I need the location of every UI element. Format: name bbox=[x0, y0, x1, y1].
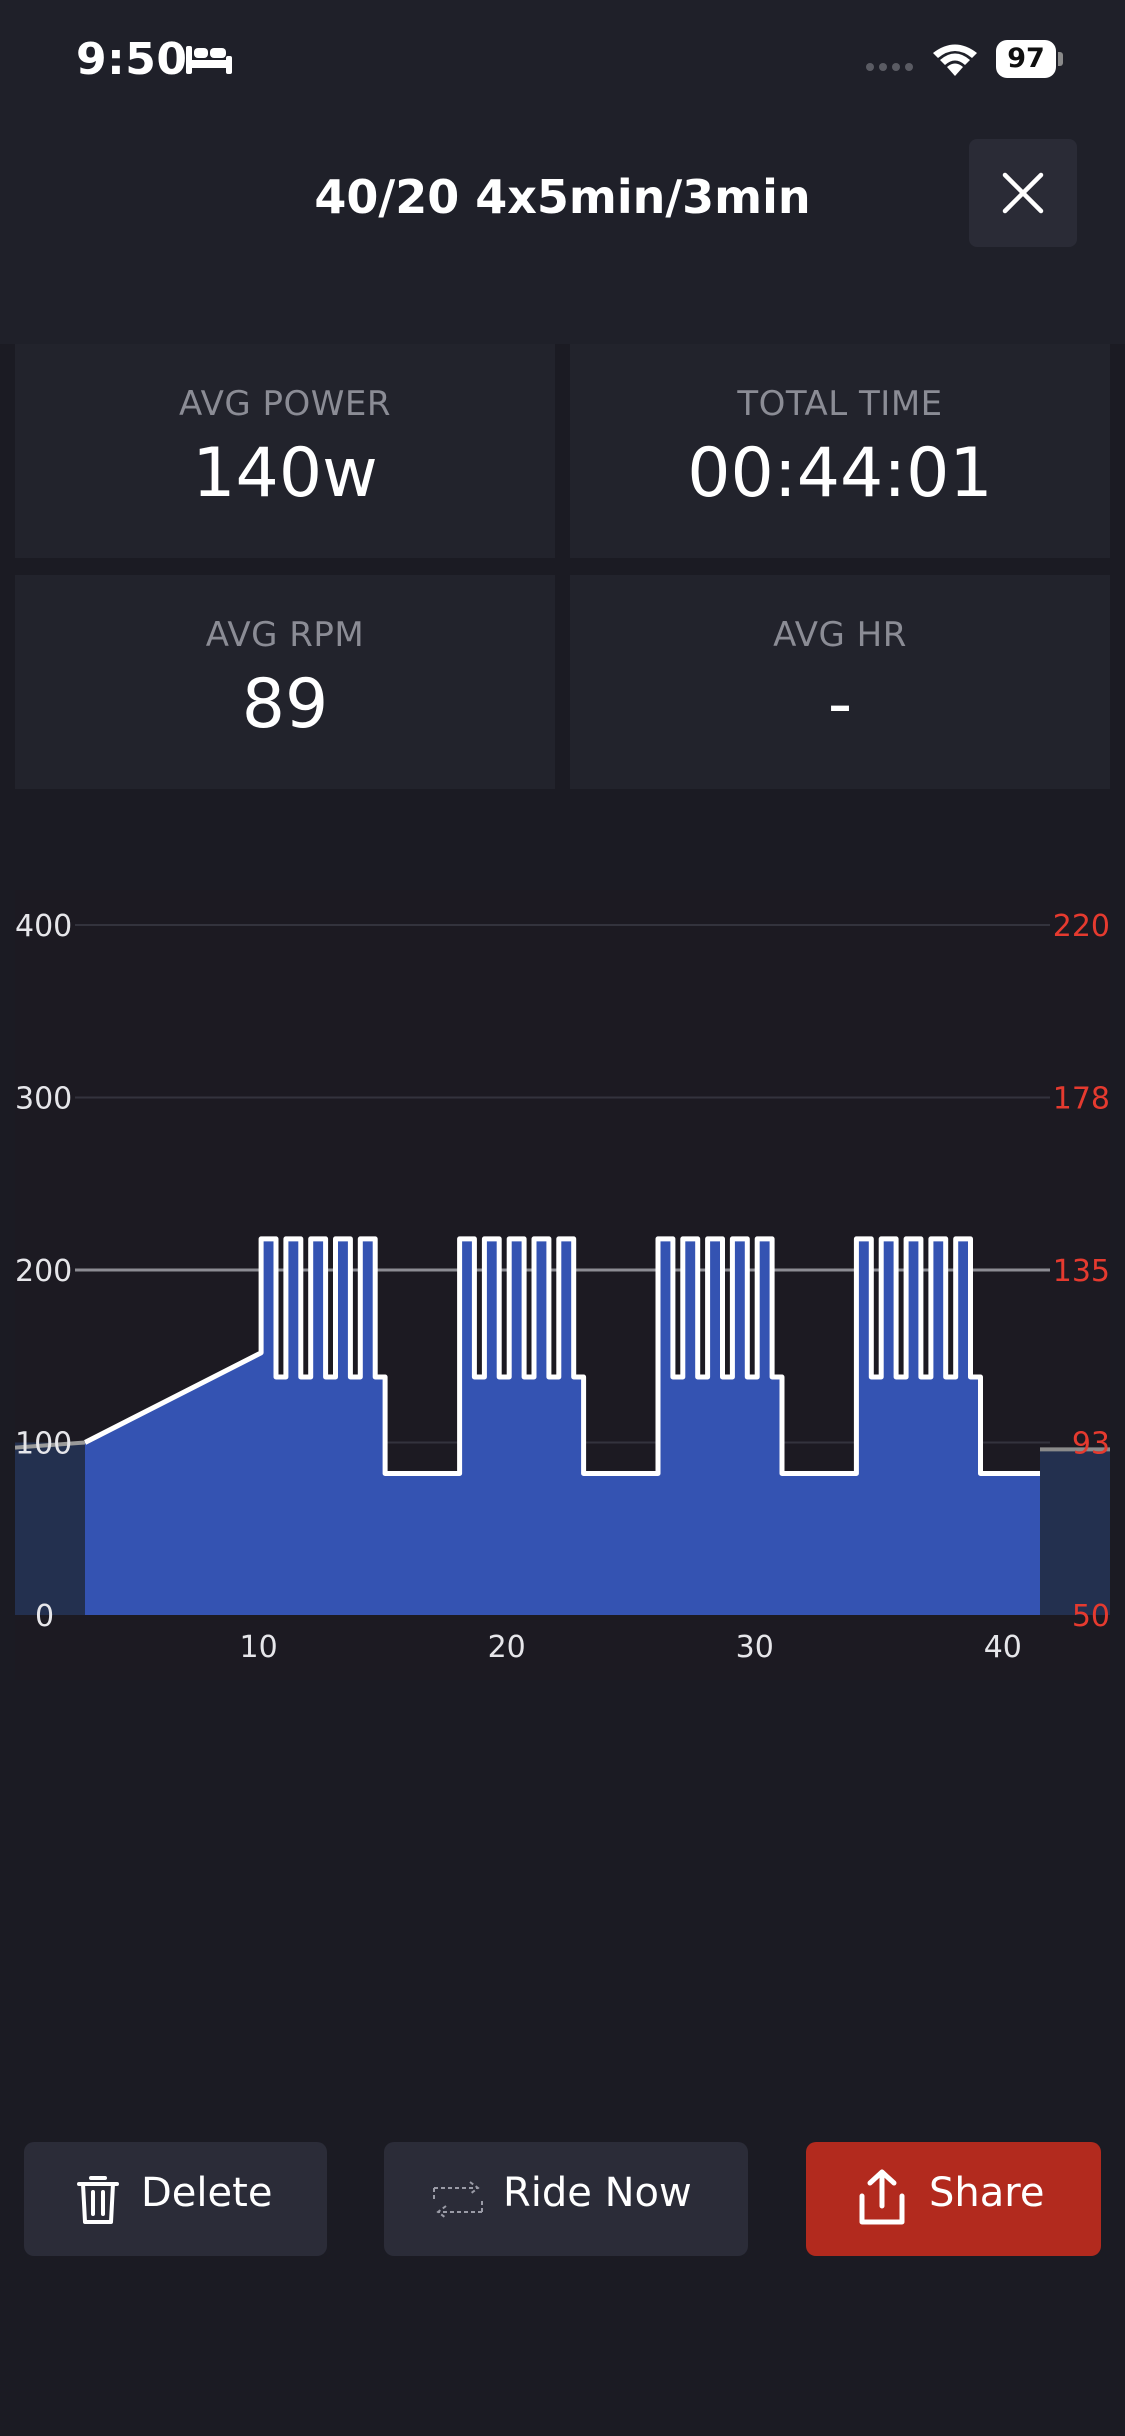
hr-tick-label: 220 bbox=[1053, 909, 1110, 944]
ride-now-label: Ride Now bbox=[503, 2170, 692, 2216]
repeat-icon bbox=[433, 2181, 483, 2219]
stat-card-avg-power: AVG POWER 140w bbox=[15, 344, 555, 558]
power-chart-svg: 0 100 200 300 400 50 93 135 178 220 10 20 30 40 bbox=[15, 890, 1110, 1680]
stat-value: 89 bbox=[241, 665, 329, 744]
close-button[interactable] bbox=[969, 139, 1077, 247]
stat-label: AVG HR bbox=[773, 615, 907, 655]
sleep-focus-icon bbox=[186, 46, 232, 74]
y-tick-label: 400 bbox=[15, 909, 72, 944]
stat-value: - bbox=[827, 665, 853, 744]
hr-tick-label: 50 bbox=[1072, 1599, 1110, 1634]
delete-button[interactable]: Delete bbox=[24, 2142, 327, 2256]
delete-label: Delete bbox=[141, 2170, 273, 2216]
battery-indicator: 97 bbox=[996, 40, 1064, 78]
y-tick-label: 100 bbox=[15, 1427, 72, 1462]
stat-value: 00:44:01 bbox=[687, 434, 993, 513]
share-label: Share bbox=[929, 2170, 1045, 2216]
status-bar: 9:50 97 bbox=[0, 0, 1125, 130]
stat-label: AVG POWER bbox=[179, 384, 391, 424]
share-icon bbox=[859, 2169, 905, 2225]
pre-ride-line bbox=[15, 1440, 86, 1450]
x-tick-label: 20 bbox=[488, 1630, 526, 1665]
post-ride-area bbox=[1040, 1449, 1110, 1615]
stat-value: 140w bbox=[192, 434, 378, 513]
stat-label: AVG RPM bbox=[205, 615, 365, 655]
share-button[interactable]: Share bbox=[806, 2142, 1101, 2256]
stat-card-total-time: TOTAL TIME 00:44:01 bbox=[570, 344, 1110, 558]
hr-tick-label: 135 bbox=[1053, 1254, 1110, 1289]
battery-tip bbox=[1058, 52, 1063, 66]
trash-icon bbox=[77, 2176, 119, 2224]
close-icon bbox=[1002, 172, 1044, 214]
power-line bbox=[83, 1236, 1040, 1476]
status-time: 9:50 bbox=[76, 34, 188, 85]
stat-card-avg-hr: AVG HR - bbox=[570, 575, 1110, 789]
x-tick-label: 30 bbox=[736, 1630, 774, 1665]
y-tick-label: 300 bbox=[15, 1082, 72, 1117]
power-chart: 0 100 200 300 400 50 93 135 178 220 10 20 30 40 bbox=[15, 890, 1110, 1680]
wifi-icon bbox=[933, 44, 977, 76]
battery-level: 97 bbox=[996, 40, 1056, 78]
ride-now-button[interactable]: Ride Now bbox=[384, 2142, 748, 2256]
stat-label: TOTAL TIME bbox=[737, 384, 943, 424]
x-axis-band bbox=[15, 1615, 1110, 1680]
pre-ride-area bbox=[15, 1442, 85, 1615]
x-tick-label: 40 bbox=[984, 1630, 1022, 1665]
signal-icon bbox=[866, 63, 913, 71]
y-tick-label: 0 bbox=[35, 1599, 54, 1634]
stat-card-avg-rpm: AVG RPM 89 bbox=[15, 575, 555, 789]
hr-tick-label: 178 bbox=[1053, 1082, 1110, 1117]
x-tick-label: 10 bbox=[240, 1630, 278, 1665]
workout-title: 40/20 4x5min/3min bbox=[314, 170, 811, 224]
y-tick-label: 200 bbox=[15, 1254, 72, 1289]
header: 40/20 4x5min/3min bbox=[0, 130, 1125, 344]
hr-tick-label: 93 bbox=[1072, 1427, 1110, 1462]
